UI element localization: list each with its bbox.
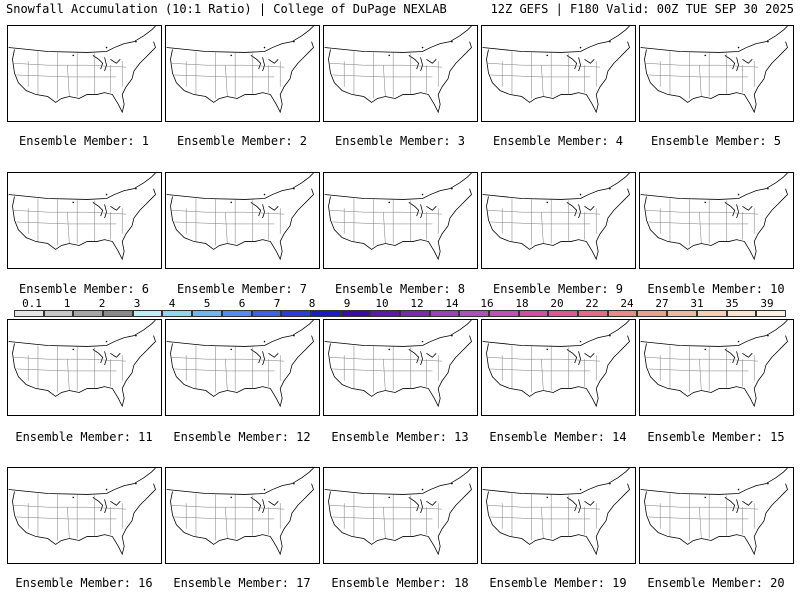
colorbar-tick-label: 35 [725,297,739,310]
member-map-panel [481,319,636,416]
member-label: Ensemble Member: 12 [173,430,311,444]
colorbar-cell [399,310,430,317]
colorbar-cell [221,310,252,317]
colorbar-tick-label: 10 [375,297,389,310]
colorbar-tick-label: 22 [585,297,599,310]
colorbar-cell [548,310,579,317]
member-map-panel [7,319,162,416]
member-map-panel [639,319,794,416]
colorbar-cell [429,310,460,317]
member-label: Ensemble Member: 1 [18,134,150,148]
member-map-panel [639,25,794,122]
member-map-panel [7,25,162,122]
colorbar-tick-label: 16 [480,297,494,310]
member-label: Ensemble Member: 11 [15,430,153,444]
colorbar-cell [489,310,519,317]
member-map-panel [323,319,478,416]
colorbar-cell [370,310,400,317]
colorbar-cell [756,310,786,317]
colorbar-cell [73,310,104,317]
colorbar-tick-label: 20 [550,297,564,310]
colorbar [14,310,786,317]
colorbar-tick-label: 3 [133,297,141,310]
colorbar-cell [607,310,638,317]
member-label: Ensemble Member: 16 [15,576,153,590]
colorbar-tick-label: 12 [410,297,424,310]
colorbar-cell [281,310,311,317]
colorbar-cell [518,310,549,317]
member-label: Ensemble Member: 7 [176,282,308,296]
colorbar-cell [192,310,222,317]
member-map-panel [323,25,478,122]
colorbar-cell [251,310,282,317]
colorbar-cell [667,310,697,317]
colorbar-tick-label: 5 [203,297,211,310]
member-map-panel [165,172,320,269]
colorbar-tick-label: 39 [760,297,774,310]
member-map-panel [165,467,320,564]
member-label: Ensemble Member: 13 [331,430,469,444]
colorbar-tick-label: 9 [343,297,351,310]
member-map-panel [481,467,636,564]
colorbar-cell [310,310,341,317]
colorbar-tick-label: 8 [308,297,316,310]
member-map-panel [481,172,636,269]
colorbar-cell [162,310,193,317]
member-label: Ensemble Member: 5 [650,134,782,148]
colorbar-cell [103,310,133,317]
colorbar-tick-label: 1 [63,297,71,310]
member-map-panel [639,172,794,269]
colorbar-tick-label: 27 [655,297,669,310]
colorbar-cell [696,310,727,317]
member-label: Ensemble Member: 2 [176,134,308,148]
colorbar-cell [340,310,371,317]
member-label: Ensemble Member: 19 [489,576,627,590]
member-label: Ensemble Member: 4 [492,134,624,148]
colorbar-cell [43,310,74,317]
colorbar-cell [14,310,44,317]
colorbar-tick-label: 0.1 [22,297,42,310]
member-map-panel [165,319,320,416]
colorbar-tick-label: 4 [168,297,176,310]
member-label: Ensemble Member: 8 [334,282,466,296]
member-label: Ensemble Member: 17 [173,576,311,590]
member-map-panel [165,25,320,122]
colorbar-cell [132,310,163,317]
colorbar-tick-label: 6 [238,297,246,310]
member-label: Ensemble Member: 3 [334,134,466,148]
colorbar-cell [459,310,489,317]
map-title: Snowfall Accumulation (10:1 Ratio) | Col… [6,2,447,16]
model-run-info: 12Z GEFS | F180 Valid: 00Z TUE SEP 30 20… [490,2,794,16]
colorbar-tick-label: 2 [98,297,106,310]
member-map-panel [481,25,636,122]
member-label: Ensemble Member: 10 [647,282,785,296]
member-label: Ensemble Member: 14 [489,430,627,444]
member-map-panel [7,467,162,564]
colorbar-tick-label: 7 [273,297,281,310]
member-map-panel [639,467,794,564]
member-label: Ensemble Member: 18 [331,576,469,590]
member-map-panel [323,467,478,564]
colorbar-tick-label: 24 [620,297,634,310]
colorbar-tick-label: 18 [515,297,529,310]
member-map-panel [7,172,162,269]
colorbar-cell [637,310,668,317]
member-label: Ensemble Member: 15 [647,430,785,444]
member-label: Ensemble Member: 9 [492,282,624,296]
colorbar-tick-label: 31 [690,297,704,310]
member-label: Ensemble Member: 6 [18,282,150,296]
member-label: Ensemble Member: 20 [647,576,785,590]
member-map-panel [323,172,478,269]
colorbar-cell [726,310,757,317]
colorbar-cell [578,310,608,317]
colorbar-tick-label: 14 [445,297,459,310]
